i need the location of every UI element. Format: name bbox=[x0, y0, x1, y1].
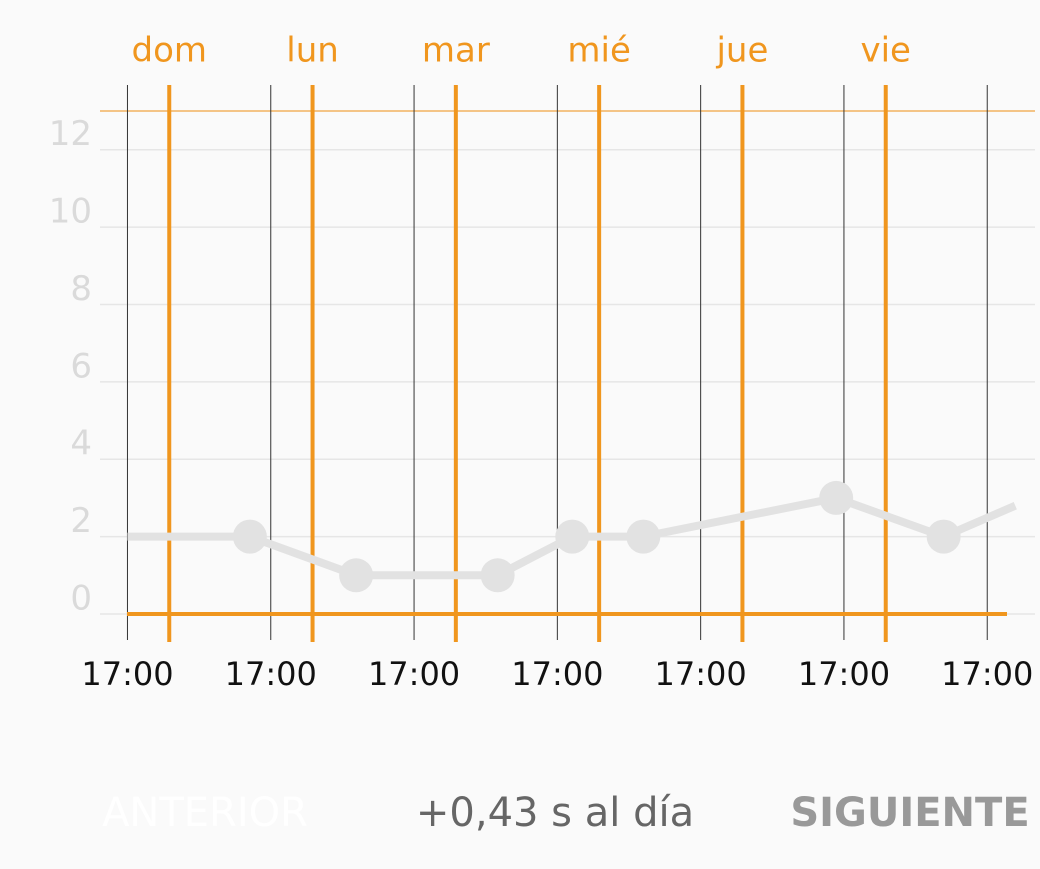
point bbox=[555, 519, 590, 554]
day-label: jue bbox=[715, 31, 768, 71]
y-tick-label: 12 bbox=[49, 114, 92, 154]
x-tick-label: 17:00 bbox=[225, 655, 317, 693]
y-tick-label: 6 bbox=[70, 346, 92, 386]
next-button[interactable]: SIGUIENTE bbox=[790, 790, 1029, 836]
point bbox=[626, 519, 661, 554]
point bbox=[232, 519, 267, 554]
y-tick-label: 10 bbox=[49, 192, 92, 232]
x-tick-label: 17:00 bbox=[655, 655, 747, 693]
previous-button[interactable]: ANTERIOR bbox=[102, 790, 308, 836]
point bbox=[819, 480, 854, 515]
day-label: vie bbox=[860, 31, 911, 71]
point bbox=[926, 519, 961, 554]
x-tick-label: 17:00 bbox=[511, 655, 603, 693]
x-tick-label: 17:00 bbox=[941, 655, 1033, 693]
y-tick-label: 2 bbox=[70, 501, 92, 541]
point bbox=[339, 558, 374, 593]
y-tick-label: 0 bbox=[70, 579, 92, 619]
x-tick-label: 17:00 bbox=[81, 655, 173, 693]
day-label: mar bbox=[422, 31, 490, 71]
day-label: mié bbox=[567, 31, 630, 71]
y-tick-label: 4 bbox=[70, 424, 92, 464]
point bbox=[480, 558, 515, 593]
x-tick-label: 17:00 bbox=[798, 655, 890, 693]
day-label: dom bbox=[132, 31, 208, 71]
x-tick-label: 17:00 bbox=[368, 655, 460, 693]
y-tick-label: 8 bbox=[70, 269, 92, 309]
day-label: lun bbox=[286, 31, 339, 71]
rate-label: +0,43 s al día bbox=[416, 790, 694, 836]
